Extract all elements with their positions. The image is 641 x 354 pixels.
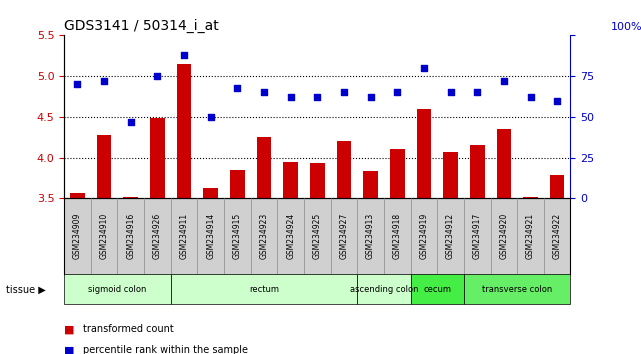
Bar — [310, 163, 324, 198]
Text: percentile rank within the sample: percentile rank within the sample — [83, 346, 248, 354]
Text: GSM234913: GSM234913 — [366, 213, 375, 259]
Text: GSM234911: GSM234911 — [179, 213, 188, 259]
Text: cecum: cecum — [423, 285, 451, 294]
Bar — [70, 193, 85, 198]
Point — [206, 114, 216, 120]
Text: ascending colon: ascending colon — [350, 285, 418, 294]
Text: GSM234916: GSM234916 — [126, 213, 135, 259]
Bar — [97, 135, 112, 198]
Point — [499, 78, 509, 84]
Bar — [550, 176, 565, 198]
Text: GSM234918: GSM234918 — [393, 213, 402, 259]
Text: GSM234912: GSM234912 — [446, 213, 455, 259]
Text: GSM234925: GSM234925 — [313, 213, 322, 259]
Point — [526, 95, 536, 100]
Point — [126, 119, 136, 125]
Bar — [283, 161, 298, 198]
Point — [285, 95, 296, 100]
Point — [153, 73, 163, 79]
Text: GSM234914: GSM234914 — [206, 213, 215, 259]
Point — [419, 65, 429, 71]
Bar — [470, 145, 485, 198]
Text: sigmoid colon: sigmoid colon — [88, 285, 147, 294]
Bar — [177, 64, 192, 198]
Bar — [203, 188, 218, 198]
Text: GSM234915: GSM234915 — [233, 213, 242, 259]
Point — [259, 90, 269, 95]
Bar — [150, 119, 165, 198]
Bar — [443, 152, 458, 198]
Text: ■: ■ — [64, 346, 74, 354]
Text: GSM234926: GSM234926 — [153, 213, 162, 259]
Text: GSM234923: GSM234923 — [260, 213, 269, 259]
Point — [232, 85, 242, 90]
Point — [99, 78, 109, 84]
Text: rectum: rectum — [249, 285, 279, 294]
Point — [472, 90, 482, 95]
Text: GSM234921: GSM234921 — [526, 213, 535, 259]
Text: GSM234910: GSM234910 — [99, 213, 108, 259]
Text: tissue ▶: tissue ▶ — [6, 284, 46, 295]
Point — [552, 98, 562, 103]
Text: GSM234919: GSM234919 — [419, 213, 428, 259]
Bar — [337, 141, 351, 198]
Bar — [417, 109, 431, 198]
Text: 100%: 100% — [611, 22, 641, 32]
Point — [179, 52, 189, 58]
Text: GSM234924: GSM234924 — [286, 213, 295, 259]
Text: GSM234909: GSM234909 — [73, 213, 82, 259]
Bar — [230, 170, 245, 198]
Text: GSM234927: GSM234927 — [340, 213, 349, 259]
Point — [392, 90, 403, 95]
Text: transformed count: transformed count — [83, 324, 174, 334]
Bar — [523, 196, 538, 198]
Text: GSM234922: GSM234922 — [553, 213, 562, 259]
Point — [312, 95, 322, 100]
Bar — [363, 171, 378, 198]
Point — [445, 90, 456, 95]
Point — [365, 95, 376, 100]
Bar — [497, 129, 511, 198]
Text: transverse colon: transverse colon — [482, 285, 553, 294]
Bar — [124, 196, 138, 198]
Text: ■: ■ — [64, 324, 74, 334]
Bar — [256, 137, 271, 198]
Bar — [390, 149, 404, 198]
Point — [72, 81, 83, 87]
Text: GSM234920: GSM234920 — [499, 213, 508, 259]
Point — [339, 90, 349, 95]
Text: GDS3141 / 50314_i_at: GDS3141 / 50314_i_at — [64, 19, 219, 33]
Text: GSM234917: GSM234917 — [472, 213, 481, 259]
